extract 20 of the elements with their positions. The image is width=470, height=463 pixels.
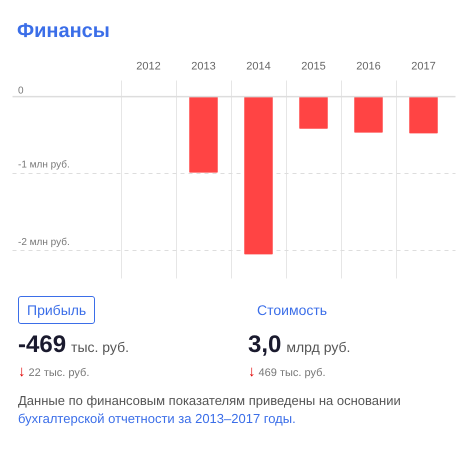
y-tick-label: -1 млн руб. <box>18 160 70 171</box>
text: ↓ 22 тыс. руб. <box>18 362 90 382</box>
x-tick-label: 2013 <box>191 60 216 72</box>
text: Стоимость <box>257 301 328 320</box>
x-tick-label: 2015 <box>301 60 326 72</box>
text: Прибыль <box>18 296 96 324</box>
x-tick-label: 2014 <box>246 60 271 72</box>
text: 3,0 <box>248 331 282 358</box>
y-tick-label: -2 млн руб. <box>18 236 70 248</box>
text: Данные по финансовым показателям приведены на основании <box>18 393 401 408</box>
x-tick-label: 2016 <box>356 60 381 72</box>
x-tick-label: 2017 <box>411 60 436 72</box>
text: бухгалтерской отчетности за 2013–2017 годы. <box>18 411 296 426</box>
text: млрд руб. <box>286 339 350 355</box>
x-tick-label: 2012 <box>136 60 161 72</box>
y-tick-label: 0 <box>18 86 24 97</box>
text: ↓ 469 тыс. руб. <box>248 362 326 382</box>
text: тыс. руб. <box>71 339 129 355</box>
text: -469 <box>18 331 66 358</box>
chart-title: Финансы <box>16 19 110 44</box>
